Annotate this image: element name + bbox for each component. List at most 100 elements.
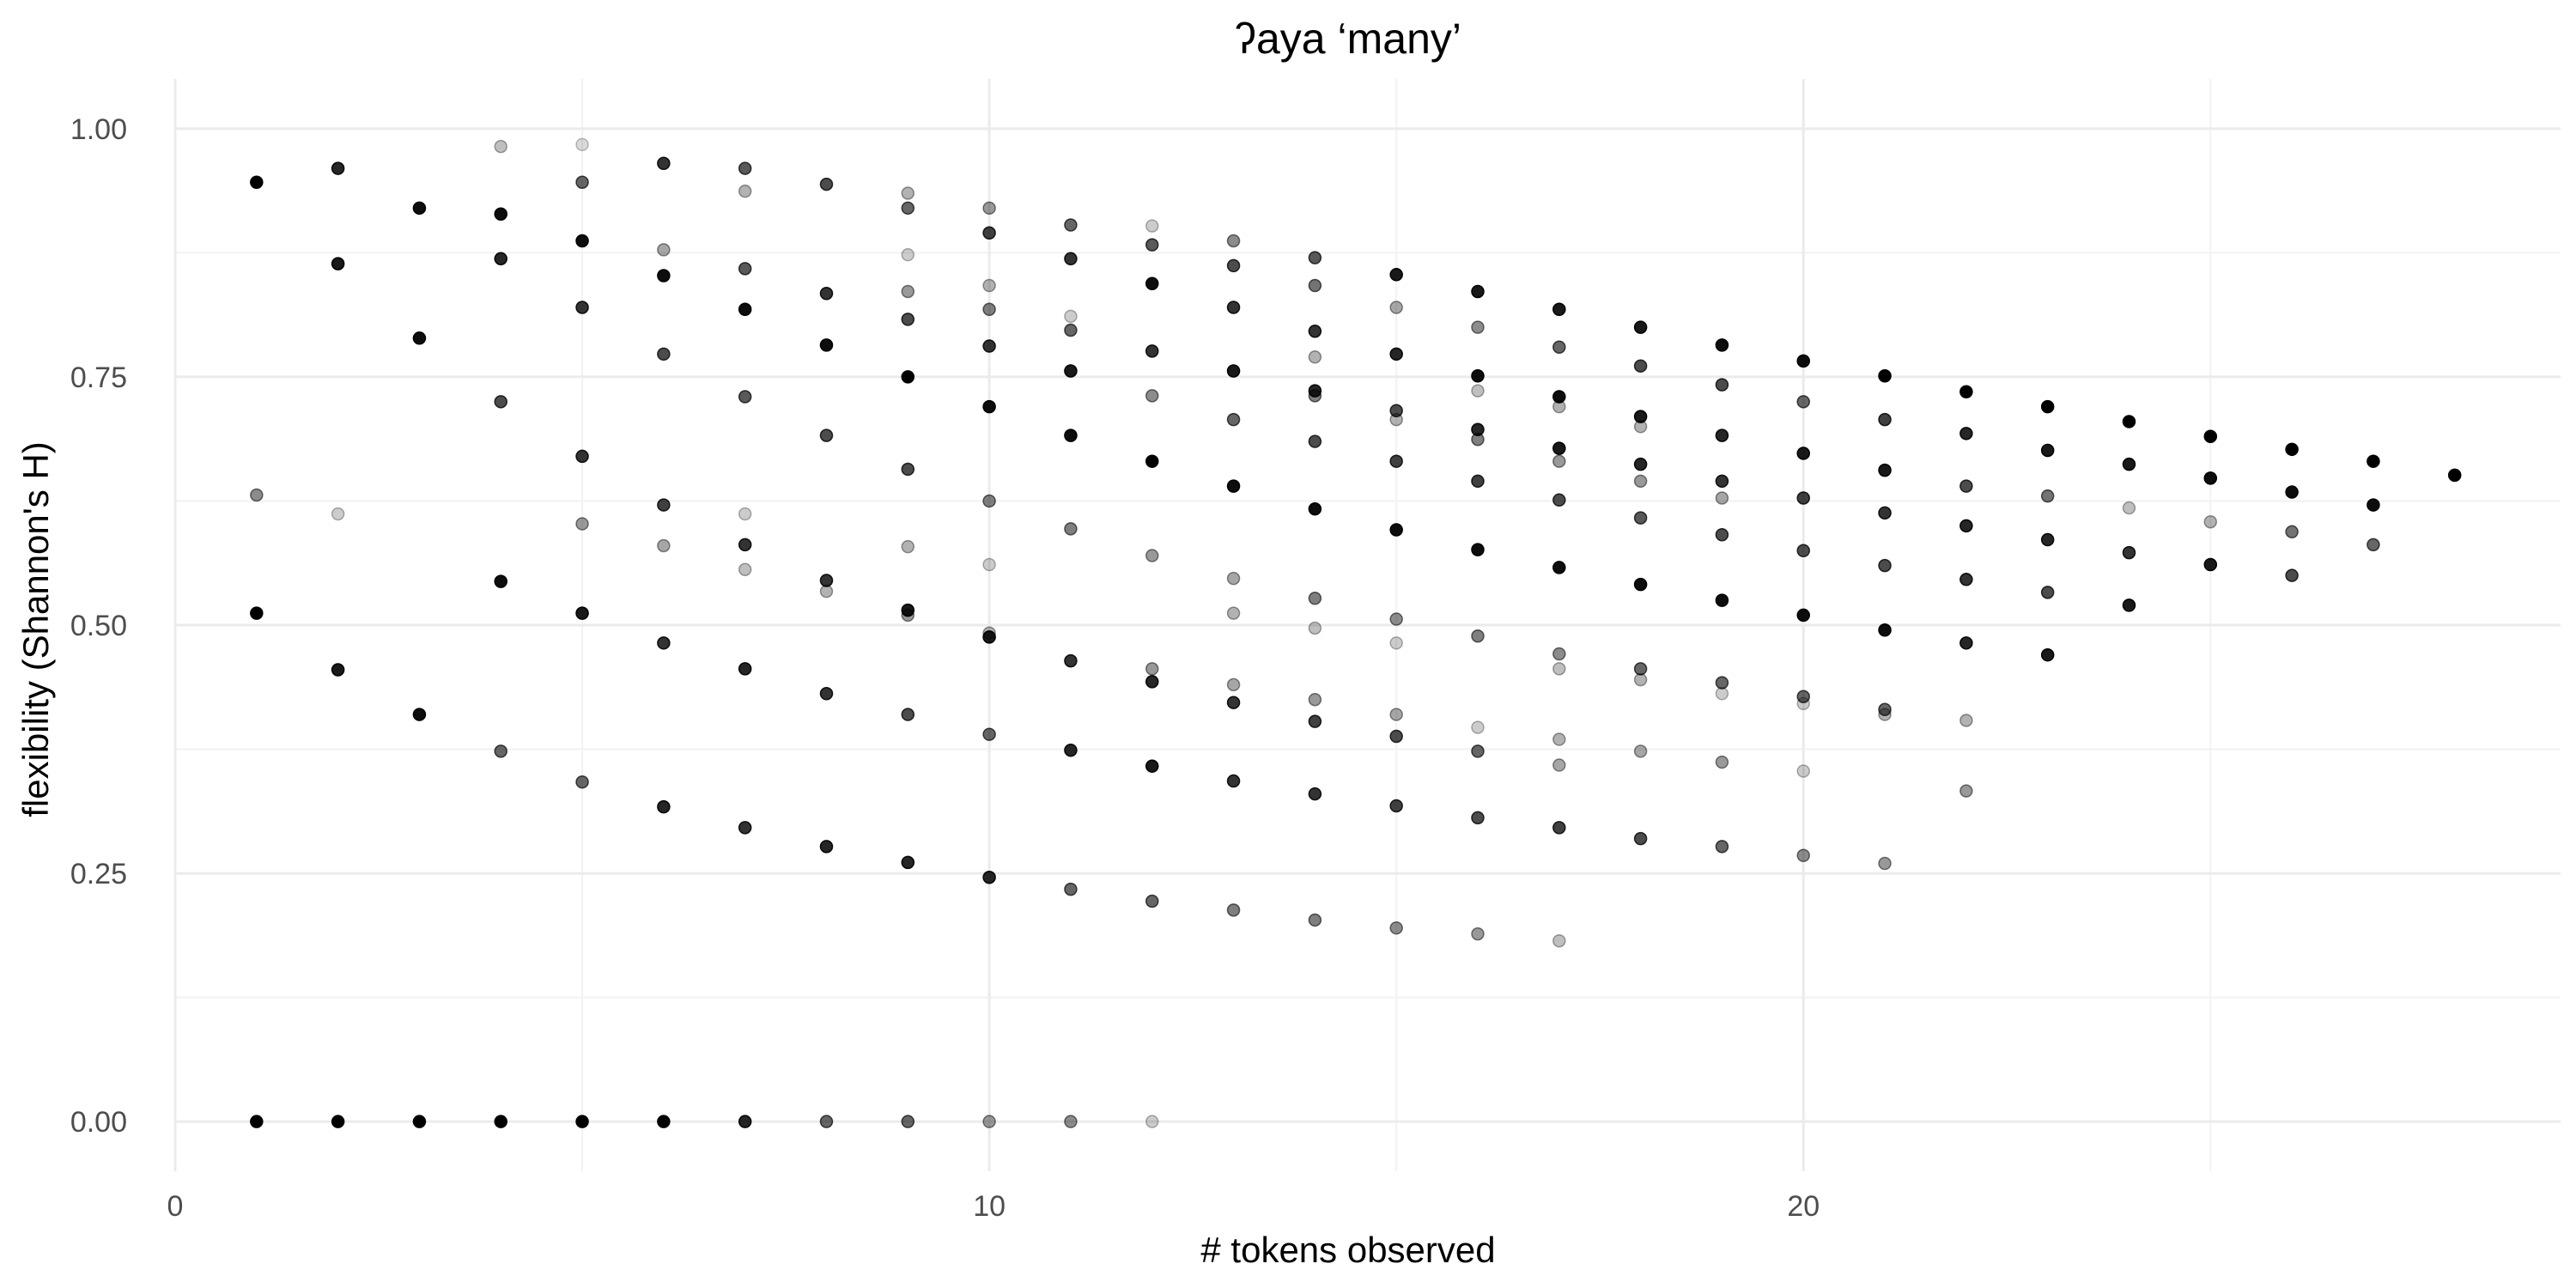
data-point [1552,493,1566,507]
data-point [901,370,915,384]
data-point [982,201,996,216]
data-point [901,603,915,617]
data-point [494,744,507,758]
data-point [1959,714,1973,727]
x-tick-label: 0 [167,1190,184,1223]
data-point [331,663,345,677]
data-point [1471,927,1485,941]
data-point [2122,598,2136,612]
data-point [819,338,834,352]
data-point [575,137,589,152]
data-point [819,177,834,191]
data-point [2285,525,2299,539]
data-point [1308,501,1322,516]
data-point [331,257,345,270]
data-point [1226,258,1241,273]
data-point [1226,677,1241,692]
data-point [2122,545,2136,560]
data-point [412,1115,427,1128]
x-tick-label: 20 [1787,1190,1820,1223]
data-point [1145,894,1159,908]
data-point [982,302,996,317]
data-point [1715,528,1729,542]
data-point [1308,592,1322,605]
data-point [1959,784,1973,798]
data-point [982,630,996,644]
data-point [2122,415,2136,428]
data-point [901,462,915,477]
data-point [1878,856,1892,871]
data-point [657,347,671,361]
data-point [494,207,507,222]
data-point [412,201,427,216]
data-point [1226,696,1241,709]
data-point [494,574,507,588]
y-tick-label: 1.00 [70,113,127,146]
y-tick-label: 0.00 [70,1106,127,1139]
data-point [1796,608,1810,623]
data-point [982,870,996,884]
data-point [1064,522,1078,536]
data-point [1959,519,1973,533]
x-axis-title: # tokens observed [1200,1230,1495,1270]
data-point [1308,621,1322,635]
data-point [738,302,752,317]
data-point [1389,729,1403,744]
data-point [901,608,915,623]
data-point [2447,468,2462,483]
data-point [1552,758,1566,772]
data-point [1064,743,1078,757]
data-point [1552,302,1566,317]
data-point [575,449,589,464]
data-point [1633,419,1648,434]
data-point [1471,629,1485,643]
data-point [1878,412,1892,427]
data-point [1226,571,1241,586]
data-point [901,186,915,200]
data-point [738,821,752,835]
tick-labels: 0 10 20 0.00 0.25 0.50 0.75 1.00 [70,113,1820,1223]
data-point [1633,457,1648,471]
data-point [819,428,834,442]
data-point [1308,350,1322,364]
data-point [575,606,589,620]
data-point [1226,606,1241,620]
data-point [738,507,752,521]
data-point [738,662,752,676]
data-point [2203,514,2218,529]
data-point [738,161,752,175]
y-axis-title: flexibility (Shannon's H) [15,441,56,817]
data-point [1308,324,1322,338]
y-tick-label: 0.75 [70,361,127,394]
data-point [1959,427,1973,440]
data-point [1796,690,1810,704]
data-point [819,287,834,301]
data-point [1633,831,1648,846]
data-point [1471,811,1485,825]
data-point [1389,523,1403,537]
data-point [982,278,996,293]
data-point [1715,593,1729,607]
data-point [738,184,752,198]
data-point [250,175,264,190]
data-point [2040,532,2055,547]
data-point [1064,1115,1078,1128]
data-point [1633,410,1648,423]
data-point [1308,913,1322,927]
data-point [575,1115,589,1128]
data-point [1389,799,1403,813]
data-point [901,247,915,262]
data-point [1471,284,1485,299]
data-point [901,284,915,299]
data-point [1145,1115,1159,1128]
data-point [331,507,345,521]
data-point [1308,787,1322,801]
data-point [575,517,589,531]
data-point [1633,577,1648,592]
data-point [1715,338,1729,352]
data-point [1633,474,1648,489]
chart-title: ʔaya ‘many’ [1235,15,1461,63]
data-point [1226,364,1241,378]
data-point [819,840,834,854]
data-point [2366,454,2380,468]
